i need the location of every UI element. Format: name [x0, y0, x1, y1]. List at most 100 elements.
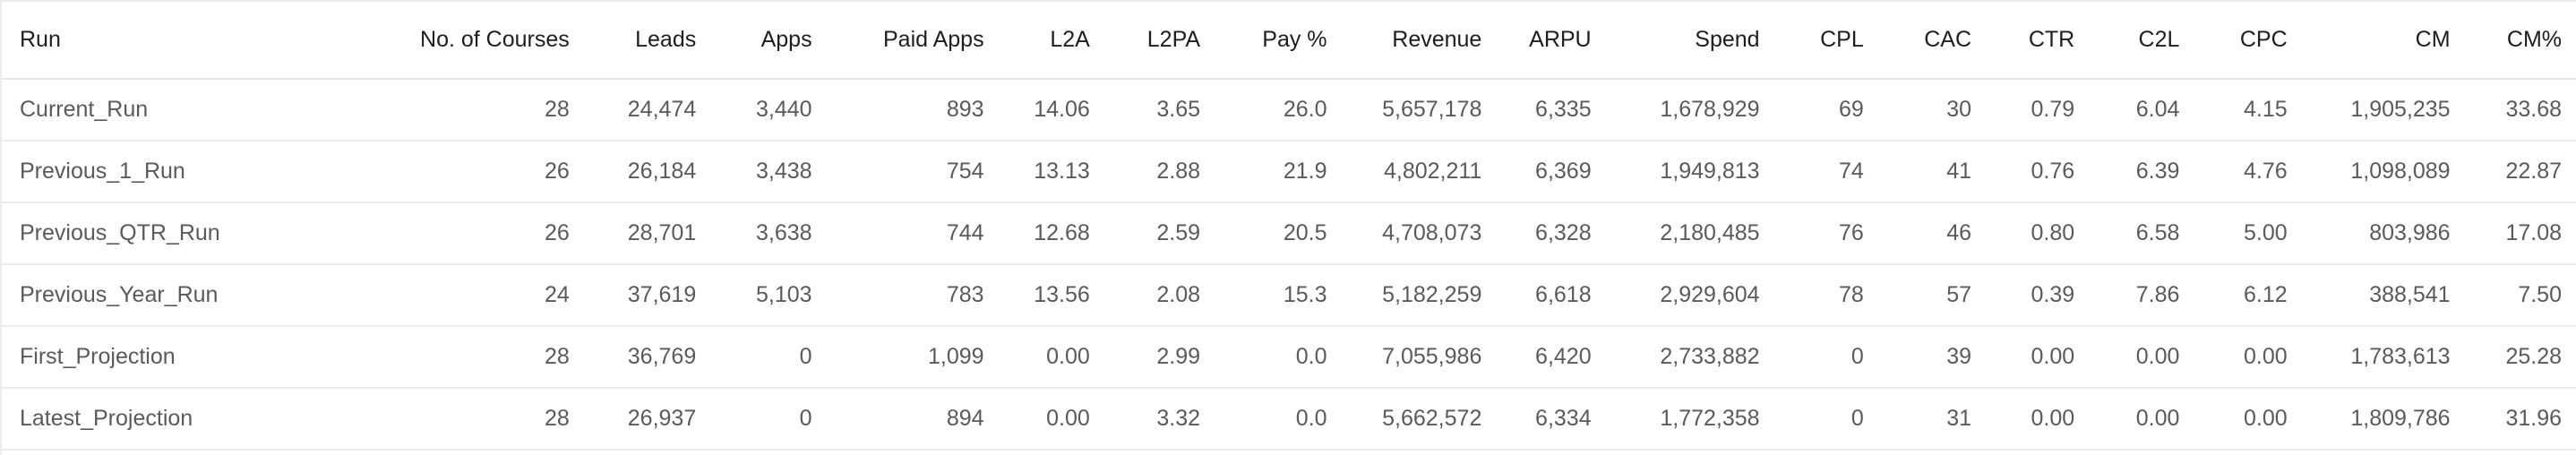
- cell-revenue: 4,802,211: [1341, 141, 1497, 203]
- cell-leads: 36,769: [583, 326, 711, 389]
- cell-paid-apps: 893: [826, 79, 999, 142]
- cell-cm-pct: 17.08: [2464, 202, 2576, 265]
- cell-cac: 31: [1877, 388, 1987, 451]
- column-header-paid-apps[interactable]: Paid Apps: [826, 2, 999, 80]
- cell-ctr: 0.39: [1986, 264, 2090, 327]
- cell-arpu: 6,618: [1496, 264, 1606, 327]
- cell-cpc: 0.00: [2194, 326, 2302, 389]
- cell-cm: 1,098,089: [2301, 141, 2465, 203]
- table-row: First_Projection 28 36,769 0 1,099 0.00 …: [2, 326, 2576, 389]
- cell-cpl: 76: [1773, 202, 1878, 265]
- cell-cac: 30: [1877, 79, 1987, 142]
- cell-leads: 24,474: [583, 79, 711, 142]
- column-header-cm[interactable]: CM: [2301, 2, 2465, 80]
- cell-ctr: 0.80: [1986, 202, 2090, 265]
- cell-cac: 57: [1877, 264, 1987, 327]
- cell-l2a: 13.13: [998, 141, 1104, 203]
- cell-cm-pct: 31.96: [2464, 388, 2576, 451]
- cell-l2pa: 3.32: [1103, 388, 1215, 451]
- cell-c2l: 7.86: [2089, 264, 2194, 327]
- cell-spend: 2,180,485: [1605, 202, 1774, 265]
- cell-cm-pct: 33.68: [2464, 79, 2576, 142]
- column-header-l2pa[interactable]: L2PA: [1103, 2, 1215, 80]
- cell-cac: 39: [1877, 326, 1987, 389]
- cell-apps: 3,440: [710, 79, 827, 142]
- cell-arpu: 6,335: [1496, 79, 1606, 142]
- cell-ctr: 0.00: [1986, 326, 2090, 389]
- cell-revenue: 7,055,986: [1341, 326, 1497, 389]
- cell-run: Previous_Year_Run: [2, 264, 375, 327]
- column-header-cac[interactable]: CAC: [1877, 2, 1987, 80]
- column-header-ctr[interactable]: CTR: [1986, 2, 2090, 80]
- cell-l2a: 0.00: [998, 326, 1104, 389]
- cell-c2l: 0.00: [2089, 388, 2194, 451]
- column-header-spend[interactable]: Spend: [1605, 2, 1774, 80]
- cell-spend: 1,949,813: [1605, 141, 1774, 203]
- cell-cpc: 0.00: [2194, 388, 2302, 451]
- column-header-courses[interactable]: No. of Courses: [374, 2, 584, 80]
- cell-c2l: 6.04: [2089, 79, 2194, 142]
- column-header-l2a[interactable]: L2A: [998, 2, 1104, 80]
- cell-l2pa: 3.65: [1103, 79, 1215, 142]
- column-header-apps[interactable]: Apps: [710, 2, 827, 80]
- column-header-revenue[interactable]: Revenue: [1341, 2, 1497, 80]
- column-header-arpu[interactable]: ARPU: [1496, 2, 1606, 80]
- cell-cpc: 4.76: [2194, 141, 2302, 203]
- cell-cpc: 5.00: [2194, 202, 2302, 265]
- cell-courses: 28: [374, 79, 584, 142]
- cell-arpu: 6,369: [1496, 141, 1606, 203]
- cell-courses: 24: [374, 264, 584, 327]
- cell-spend: 1,772,358: [1605, 388, 1774, 451]
- cell-ctr: 0.76: [1986, 141, 2090, 203]
- cell-l2a: 0.00: [998, 388, 1104, 451]
- cell-cpl: 0: [1773, 388, 1878, 451]
- cell-run: Previous_QTR_Run: [2, 202, 375, 265]
- cell-cpl: 74: [1773, 141, 1878, 203]
- cell-paid-apps: 1,099: [826, 326, 999, 389]
- cell-apps: 3,638: [710, 202, 827, 265]
- cell-arpu: 6,328: [1496, 202, 1606, 265]
- cell-paid-apps: 754: [826, 141, 999, 203]
- cell-courses: 28: [374, 326, 584, 389]
- cell-cm: 1,783,613: [2301, 326, 2465, 389]
- cell-l2a: 13.56: [998, 264, 1104, 327]
- cell-cm-pct: 25.28: [2464, 326, 2576, 389]
- column-header-c2l[interactable]: C2L: [2089, 2, 2194, 80]
- column-header-pay-pct[interactable]: Pay %: [1215, 2, 1342, 80]
- cell-cpc: 4.15: [2194, 79, 2302, 142]
- cell-run: First_Projection: [2, 326, 375, 389]
- cell-apps: 3,438: [710, 141, 827, 203]
- cell-cpl: 0: [1773, 326, 1878, 389]
- column-header-cpc[interactable]: CPC: [2194, 2, 2302, 80]
- cell-leads: 28,701: [583, 202, 711, 265]
- cell-leads: 26,184: [583, 141, 711, 203]
- cell-l2a: 14.06: [998, 79, 1104, 142]
- cell-cm: 1,905,235: [2301, 79, 2465, 142]
- cell-revenue: 5,662,572: [1341, 388, 1497, 451]
- column-header-cpl[interactable]: CPL: [1773, 2, 1878, 80]
- cell-paid-apps: 894: [826, 388, 999, 451]
- column-header-cm-pct[interactable]: CM%: [2464, 2, 2576, 80]
- table-row: Previous_QTR_Run 26 28,701 3,638 744 12.…: [2, 202, 2576, 265]
- cell-cm: 388,541: [2301, 264, 2465, 327]
- cell-l2pa: 2.99: [1103, 326, 1215, 389]
- table-row: Previous_Year_Run 24 37,619 5,103 783 13…: [2, 264, 2576, 327]
- cell-cpl: 78: [1773, 264, 1878, 327]
- cell-cm: 803,986: [2301, 202, 2465, 265]
- cell-spend: 1,678,929: [1605, 79, 1774, 142]
- cell-arpu: 6,420: [1496, 326, 1606, 389]
- column-header-run[interactable]: Run: [2, 2, 375, 80]
- cell-leads: 37,619: [583, 264, 711, 327]
- cell-revenue: 4,708,073: [1341, 202, 1497, 265]
- cell-ctr: 0.00: [1986, 388, 2090, 451]
- cell-c2l: 6.58: [2089, 202, 2194, 265]
- cell-pay-pct: 0.0: [1215, 326, 1342, 389]
- cell-c2l: 0.00: [2089, 326, 2194, 389]
- cell-cm-pct: 22.87: [2464, 141, 2576, 203]
- column-header-leads[interactable]: Leads: [583, 2, 711, 80]
- cell-courses: 26: [374, 202, 584, 265]
- cell-cac: 41: [1877, 141, 1987, 203]
- cell-pay-pct: 21.9: [1215, 141, 1342, 203]
